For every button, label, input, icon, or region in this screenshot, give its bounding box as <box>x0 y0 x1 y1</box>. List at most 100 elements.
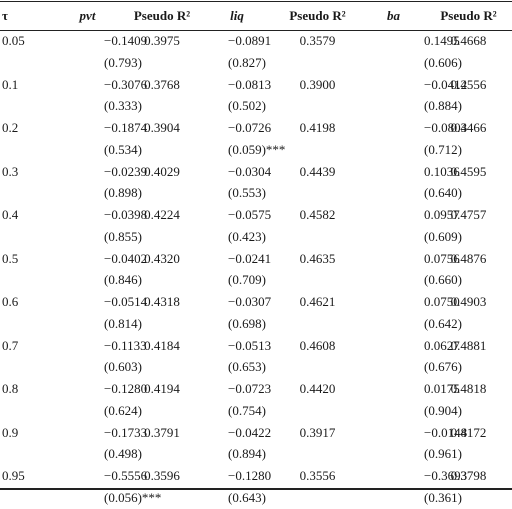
tau-cell: 0.3 <box>2 163 19 179</box>
ba-pseudo-r2-cell: 0.4876 <box>450 250 487 266</box>
table-row-pvalue: (0.603) (0.653) (0.676) <box>0 356 512 378</box>
pvt-coef-cell: −0.0239 <box>104 163 148 179</box>
table-row-coefficient: 0.9 −0.1733 0.3791 −0.0422 0.3917 −0.0148 0.41… <box>0 422 512 444</box>
ba-pvalue-cell: (0.660) <box>424 272 462 288</box>
tau-cell: 0.9 <box>2 424 19 440</box>
ba-coef-cell: 0.1036 <box>424 163 460 179</box>
ba-pseudo-r2-cell: 0.4466 <box>450 120 487 135</box>
ba-pseudo-r2-cell: 0.4881 <box>450 337 487 353</box>
pvt-pseudo-r2-cell: 0.3975 <box>144 33 180 48</box>
ba-coef-cell: 0.0957 <box>424 207 460 222</box>
empty-cell <box>273 356 362 378</box>
header-liq: liq <box>230 8 244 23</box>
liq-pseudo-r2-cell: 0.4420 <box>299 381 336 396</box>
liq-coef-cell: −0.0422 <box>228 424 272 440</box>
table-row-coefficient: 0.3 −0.0239 0.4029 −0.0304 0.4439 0.1036 0.459… <box>0 161 512 183</box>
empty-cell <box>273 269 362 291</box>
liq-pvalue-cell: (0.754) <box>228 402 266 418</box>
pvt-pvalue-cell: (0.534) <box>104 141 142 157</box>
pvt-pseudo-r2-cell: 0.3768 <box>144 76 180 92</box>
pvt-coef-cell: −0.0402 <box>104 250 148 266</box>
ba-pvalue-cell: (0.884) <box>424 98 462 114</box>
pvt-pvalue-cell: (0.898) <box>104 185 142 201</box>
pvt-coef-cell: −0.1133 <box>104 337 147 353</box>
pvt-pseudo-r2-cell: 0.3596 <box>144 468 180 483</box>
empty-cell <box>273 139 362 161</box>
top-rule <box>0 1 512 2</box>
empty-cell <box>273 443 362 465</box>
empty-cell <box>273 182 362 204</box>
liq-coef-cell: −0.0513 <box>228 337 272 353</box>
tau-empty-cell <box>0 226 52 248</box>
ba-coef-cell: 0.0175 <box>424 381 460 396</box>
table-body: 0.05 −0.1409 0.3975 −0.0891 0.3579 0.1495 0.46… <box>0 30 512 509</box>
bottom-rule <box>0 488 512 490</box>
tau-cell: 0.5 <box>2 250 19 266</box>
header-pseudo-r2-liq: Pseudo R² <box>289 8 346 23</box>
table-row-coefficient: 0.5 −0.0402 0.4320 −0.0241 0.4635 0.0756 0.487… <box>0 248 512 270</box>
pvt-pvalue-cell: (0.846) <box>104 272 142 288</box>
tau-cell: 0.95 <box>2 468 25 483</box>
tau-empty-cell <box>0 139 52 161</box>
empty-cell <box>273 226 362 248</box>
pvt-coef-cell: −0.5556 <box>104 468 148 483</box>
pvt-pvalue-cell: (0.056)*** <box>104 489 162 505</box>
ba-pseudo-r2-cell: 0.4595 <box>450 163 487 179</box>
ba-coef-cell: −0.0803 <box>424 120 468 135</box>
table-row-coefficient: 0.05 −0.1409 0.3975 −0.0891 0.3579 0.1495 0.46… <box>0 30 512 52</box>
liq-pseudo-r2-cell: 0.3579 <box>299 33 336 48</box>
liq-coef-cell: −0.0723 <box>228 381 272 396</box>
pvt-coef-cell: −0.1280 <box>104 381 148 396</box>
pvt-pseudo-r2-cell: 0.4029 <box>144 163 180 179</box>
table-row-pvalue: (0.846) (0.709) (0.660) <box>0 269 512 291</box>
header-row: τ pvt Pseudo R² liq Pseudo R² ba Pseudo … <box>0 2 512 30</box>
tau-empty-cell <box>0 487 52 509</box>
liq-coef-cell: −0.0813 <box>228 76 272 92</box>
tau-empty-cell <box>0 400 52 422</box>
ba-pseudo-r2-cell: 0.4903 <box>450 294 487 309</box>
tau-empty-cell <box>0 269 52 291</box>
liq-pvalue-cell: (0.827) <box>228 54 266 70</box>
tau-cell: 0.05 <box>2 33 25 48</box>
header-pvt: pvt <box>79 8 96 23</box>
table-row-pvalue: (0.898) (0.553) (0.640) <box>0 182 512 204</box>
liq-pseudo-r2-cell: 0.3917 <box>299 424 336 440</box>
liq-pseudo-r2-cell: 0.4582 <box>299 207 336 222</box>
ba-pseudo-r2-cell: 0.4172 <box>450 424 487 440</box>
liq-pvalue-cell: (0.643) <box>228 489 266 505</box>
liq-pseudo-r2-cell: 0.3900 <box>299 76 336 92</box>
pvt-pvalue-cell: (0.498) <box>104 446 142 462</box>
liq-coef-cell: −0.0304 <box>228 163 272 179</box>
pvt-pseudo-r2-cell: 0.4320 <box>144 250 180 266</box>
liq-coef-cell: −0.0891 <box>228 33 272 48</box>
tau-cell: 0.2 <box>2 120 19 135</box>
ba-coef-cell: 0.1495 <box>424 33 460 48</box>
empty-cell <box>273 95 362 117</box>
ba-pvalue-cell: (0.361) <box>424 489 462 505</box>
liq-pvalue-cell: (0.502) <box>228 98 266 114</box>
header-tau: τ <box>2 8 8 23</box>
liq-pvalue-cell: (0.698) <box>228 315 266 331</box>
pvt-pseudo-r2-cell: 0.4184 <box>144 337 180 353</box>
pvt-coef-cell: −0.3076 <box>104 76 148 92</box>
liq-coef-cell: −0.0241 <box>228 250 272 266</box>
table-row-pvalue: (0.534) (0.059)*** (0.712) <box>0 139 512 161</box>
tau-cell: 0.7 <box>2 337 19 353</box>
tau-cell: 0.4 <box>2 207 19 222</box>
ba-pseudo-r2-cell: 0.4556 <box>450 76 487 92</box>
liq-pseudo-r2-cell: 0.3556 <box>299 468 336 483</box>
liq-pseudo-r2-cell: 0.4439 <box>299 163 336 179</box>
table-row-coefficient: 0.95 −0.5556 0.3596 −0.1280 0.3556 −0.3693 0.3… <box>0 465 512 487</box>
pvt-pvalue-cell: (0.814) <box>104 315 142 331</box>
pvt-pvalue-cell: (0.793) <box>104 54 142 70</box>
table-row-pvalue: (0.056)*** (0.643) (0.361) <box>0 487 512 509</box>
pvt-pseudo-r2-cell: 0.4224 <box>144 207 180 222</box>
liq-pvalue-cell: (0.553) <box>228 185 266 201</box>
liq-pseudo-r2-cell: 0.4635 <box>299 250 336 266</box>
liq-pvalue-cell: (0.894) <box>228 446 266 462</box>
ba-pvalue-cell: (0.712) <box>424 141 462 157</box>
ba-pvalue-cell: (0.676) <box>424 359 462 375</box>
pvt-coef-cell: −0.0514 <box>104 294 148 309</box>
tau-empty-cell <box>0 95 52 117</box>
